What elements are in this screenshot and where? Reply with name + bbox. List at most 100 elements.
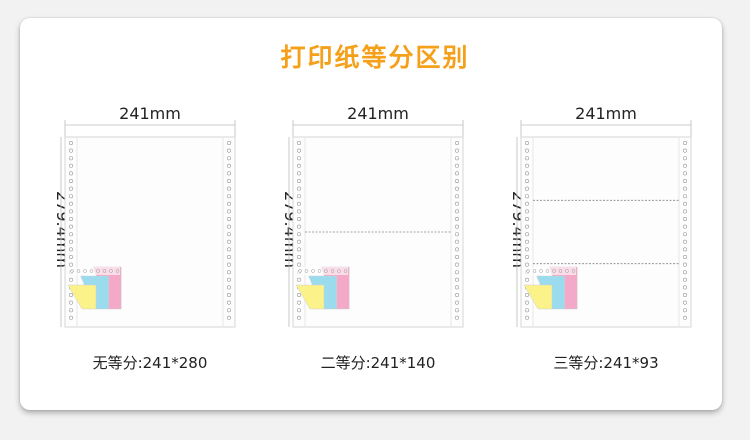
width-label: 241mm (119, 104, 181, 123)
feed-hole (227, 293, 232, 298)
feed-hole (455, 232, 460, 237)
feed-hole (524, 300, 529, 305)
ply-hole (565, 269, 569, 273)
feed-hole (455, 148, 460, 153)
feed-hole (227, 171, 232, 176)
ply-hole (552, 269, 556, 273)
carbon-ply-3 (67, 284, 97, 310)
width-label: 241mm (347, 104, 409, 123)
carbon-ply-3 (523, 284, 553, 310)
feed-hole (227, 270, 232, 275)
feed-hole (68, 262, 73, 267)
ply-hole (70, 269, 74, 273)
ply-hole (330, 269, 335, 273)
feed-hole (227, 140, 232, 145)
feed-hole (296, 209, 301, 214)
paper-panel-third: 241mm 279.4mm 三等分:241*93 (506, 100, 706, 390)
feed-hole (68, 232, 73, 237)
feed-hole (524, 163, 529, 168)
feed-hole (455, 140, 460, 145)
ply-hole-strip (296, 267, 348, 275)
paper-panel-half: 241mm 279.4mm 二等分:241*140 (278, 100, 478, 390)
ply-hole-strip (524, 267, 576, 275)
feed-hole (524, 148, 529, 153)
feed-hole (683, 156, 688, 161)
ply-hole (76, 269, 81, 273)
feed-hole (68, 186, 73, 191)
feed-hole (68, 178, 73, 183)
feed-hole (524, 194, 529, 199)
feed-hole (227, 209, 232, 214)
feed-hole (296, 308, 301, 313)
ply-hole (102, 269, 107, 273)
feed-hole (296, 217, 301, 222)
feed-hole (227, 239, 232, 244)
paper-sheet-illustration (288, 120, 464, 328)
feed-hole (227, 186, 232, 191)
feed-hole (455, 194, 460, 199)
feed-hole (227, 224, 232, 229)
feed-hole (68, 300, 73, 305)
feed-hole (68, 308, 73, 313)
ply-hole (83, 269, 87, 273)
ply-hole (526, 269, 530, 273)
feed-hole (68, 148, 73, 153)
feed-hole (524, 224, 529, 229)
feed-hole (296, 239, 301, 244)
paper-sheet-illustration (516, 120, 692, 328)
feed-hole (68, 163, 73, 168)
feed-hole (524, 262, 529, 267)
feed-hole (296, 163, 301, 168)
feed-hole (296, 262, 301, 267)
feed-hole (296, 293, 301, 298)
feed-hole (68, 277, 73, 282)
feed-hole (296, 186, 301, 191)
feed-hole (296, 201, 301, 206)
feed-hole (68, 171, 73, 176)
feed-hole (524, 178, 529, 183)
feed-hole (455, 247, 460, 252)
feed-hole (68, 315, 73, 320)
feed-hole (683, 308, 688, 313)
feed-hole (683, 255, 688, 260)
feed-hole (227, 277, 232, 282)
feed-hole (524, 255, 529, 260)
feed-hole (227, 262, 232, 267)
width-label: 241mm (575, 104, 637, 123)
feed-hole (524, 247, 529, 252)
feed-hole (683, 293, 688, 298)
feed-hole (455, 171, 460, 176)
feed-hole (683, 239, 688, 244)
feed-hole (68, 293, 73, 298)
feed-hole (524, 209, 529, 214)
feed-hole (455, 270, 460, 275)
ply-hole (304, 269, 309, 273)
feed-hole (455, 315, 460, 320)
page-title: 打印纸等分区别 (280, 43, 470, 72)
feed-hole (455, 255, 460, 260)
feed-hole (524, 140, 529, 145)
feed-hole (524, 217, 529, 222)
feed-hole (227, 232, 232, 237)
feed-hole (296, 148, 301, 153)
ply-hole (109, 269, 113, 273)
ply-hole (539, 269, 543, 273)
feed-hole (455, 224, 460, 229)
feed-hole (227, 148, 232, 153)
carbon-ply-3 (295, 284, 325, 310)
feed-hole (296, 255, 301, 260)
feed-hole (524, 156, 529, 161)
ply-hole (532, 269, 537, 273)
feed-hole (68, 247, 73, 252)
feed-hole (683, 300, 688, 305)
feed-hole (296, 247, 301, 252)
feed-hole (68, 201, 73, 206)
feed-hole (68, 224, 73, 229)
feed-hole (227, 308, 232, 313)
feed-hole (524, 201, 529, 206)
feed-hole (455, 186, 460, 191)
feed-hole (296, 194, 301, 199)
feed-hole (68, 239, 73, 244)
ply-hole (298, 269, 302, 273)
ply-hole (343, 269, 348, 273)
